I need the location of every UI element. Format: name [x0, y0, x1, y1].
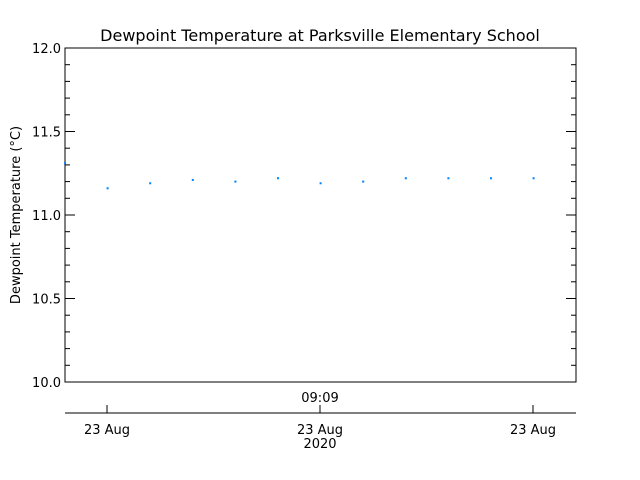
y-axis-label: Dewpoint Temperature (°C) [9, 126, 24, 304]
y-axis: 10.0 10.5 11.0 11.5 12.0 [32, 42, 576, 391]
data-point [106, 187, 109, 190]
y-tick-label: 11.5 [32, 126, 61, 141]
data-point [149, 182, 152, 185]
chart-title: Dewpoint Temperature at Parksville Eleme… [100, 26, 540, 45]
y-tick-label: 10.0 [32, 376, 61, 391]
data-point [319, 182, 322, 185]
plot-area [64, 47, 577, 383]
x-axis-top-label: 09:09 [301, 391, 338, 406]
x-tick-label: 23 Aug [84, 423, 130, 438]
data-point [234, 180, 237, 183]
y-tick-label: 12.0 [32, 42, 61, 57]
data-point [362, 180, 365, 183]
y-tick-label: 10.5 [32, 293, 61, 308]
data-point [447, 177, 450, 180]
y-tick-label: 11.0 [32, 209, 61, 224]
data-point [404, 177, 407, 180]
x-tick-label: 23 Aug [297, 423, 343, 438]
x-tick-sublabel: 2020 [303, 437, 336, 452]
data-point [64, 162, 66, 165]
data-point [532, 177, 535, 180]
data-point [191, 178, 194, 181]
data-point [277, 177, 279, 180]
data-points [64, 162, 535, 190]
x-tick-label: 23 Aug [510, 423, 556, 438]
data-point [490, 177, 492, 180]
